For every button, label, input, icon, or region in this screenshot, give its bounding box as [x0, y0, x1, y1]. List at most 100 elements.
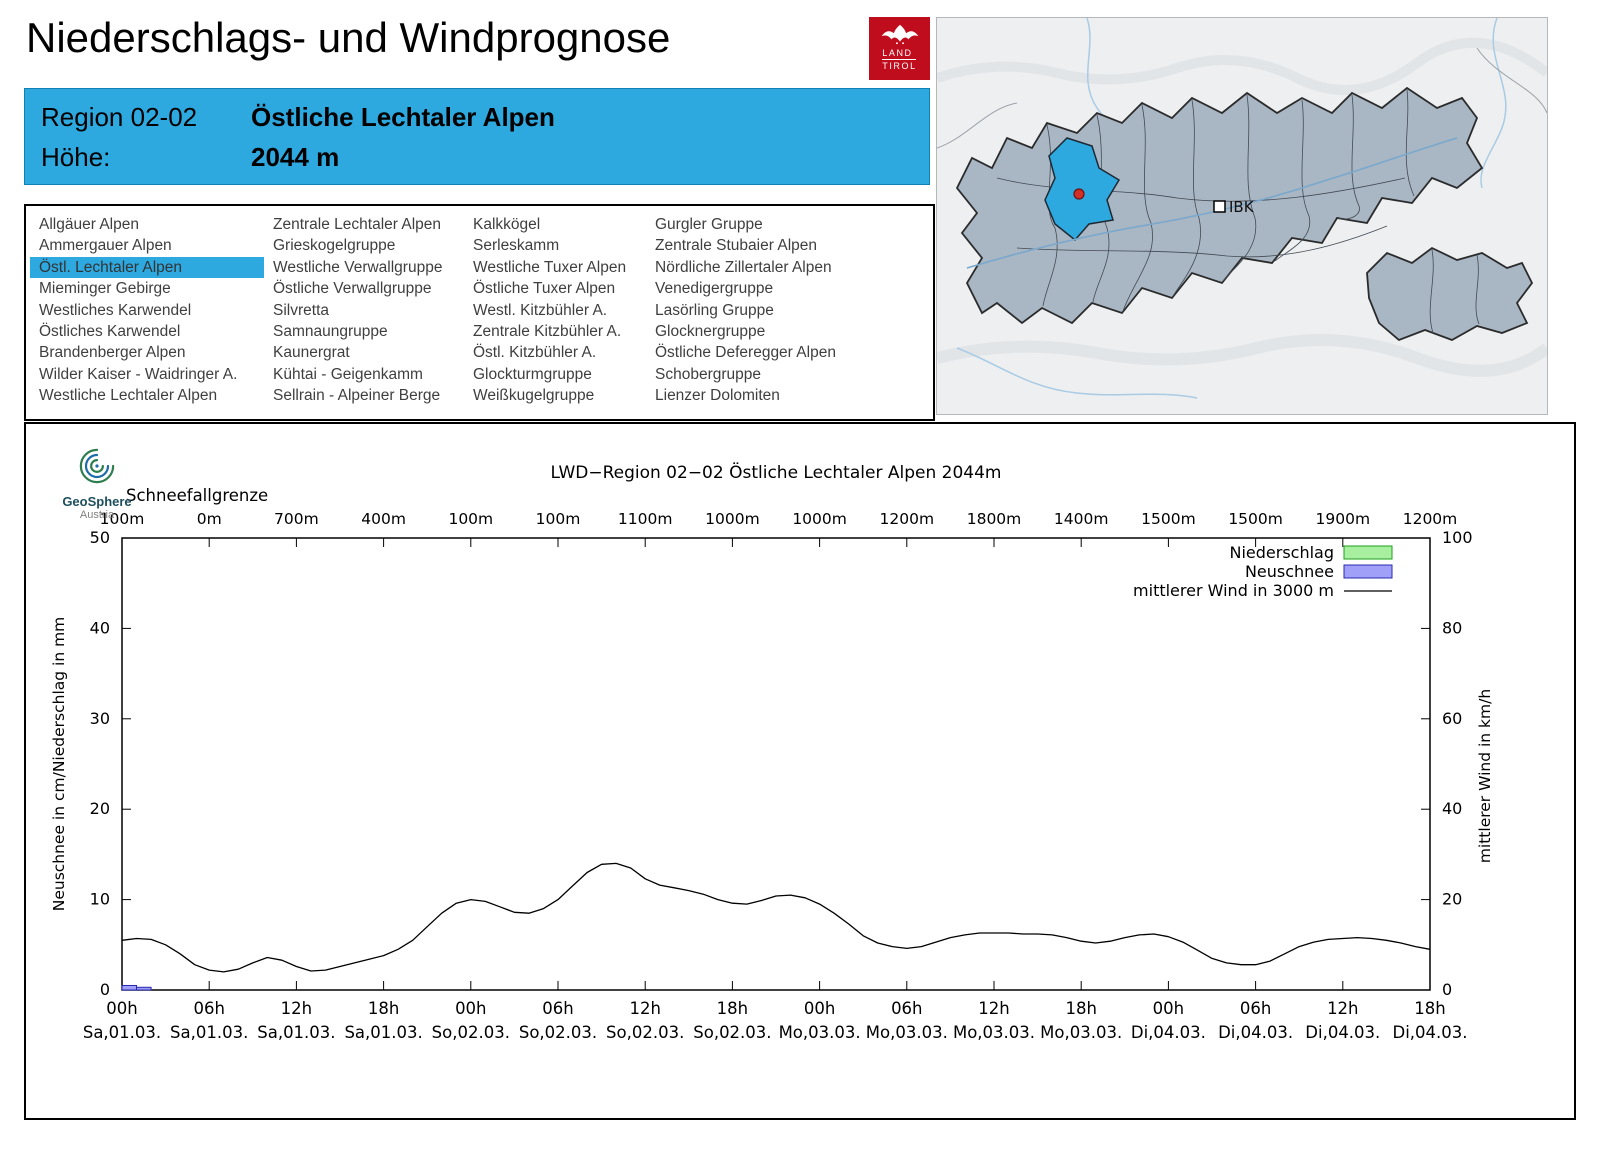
- river: [956, 347, 1198, 399]
- forecast-chart: LWD−Region 02−02 Östliche Lechtaler Alpe…: [24, 422, 1576, 1120]
- x-hour-label: 00h: [804, 999, 835, 1018]
- snowline-value: 100m: [448, 510, 493, 528]
- x-date-label: Sa,01.03.: [257, 1023, 335, 1042]
- region-list-item[interactable]: Glockturmgruppe: [473, 365, 592, 383]
- y2-axis-title: mittlerer Wind in km/h: [1476, 689, 1494, 863]
- region-list-item[interactable]: Zentrale Stubaier Alpen: [655, 237, 817, 255]
- y-tick-label: 30: [90, 709, 110, 728]
- snowline-value: 400m: [361, 510, 406, 528]
- x-hour-label: 12h: [629, 999, 660, 1018]
- region-list-item[interactable]: Grieskogelgruppe: [273, 237, 396, 255]
- y-tick-label: 50: [90, 528, 110, 547]
- region-list-item[interactable]: Ammergauer Alpen: [39, 237, 172, 255]
- page-title: Niederschlags- und Windprognose: [26, 14, 671, 61]
- snowline-value: 1000m: [705, 510, 760, 528]
- region-list-column: Gurgler Gruppe Zentrale Stubaier Alpen Nör…: [646, 214, 933, 419]
- x-hour-label: 12h: [281, 999, 312, 1018]
- selected-region-marker: [1073, 188, 1085, 200]
- region-list-item[interactable]: Samnaungruppe: [273, 322, 388, 340]
- y-tick-label: 10: [90, 890, 110, 909]
- x-date-label: Di,04.03.: [1392, 1023, 1467, 1042]
- y2-tick-label: 0: [1442, 980, 1452, 999]
- region-list-item[interactable]: Westliches Karwendel: [39, 301, 192, 319]
- region-label: Region 02-02: [41, 102, 198, 132]
- region-list-item[interactable]: Östliche Verwallgruppe: [273, 280, 432, 298]
- geosphere-logo: GeoSphere Austria: [52, 444, 142, 521]
- snowline-value: 1400m: [1054, 510, 1109, 528]
- region-list-item[interactable]: Serleskamm: [473, 237, 560, 255]
- region-list-item[interactable]: Kühtai - Geigenkamm: [273, 365, 423, 383]
- x-date-label: Di,04.03.: [1131, 1023, 1206, 1042]
- snowline-value: 1000m: [792, 510, 847, 528]
- x-date-label: Mo,03.03.: [866, 1023, 948, 1042]
- region-list-item[interactable]: Westliche Lechtaler Alpen: [39, 387, 218, 405]
- region-list-column: Allgäuer Alpen Ammergauer Alpen Östl. Lech…: [30, 214, 264, 419]
- region-list-item[interactable]: Sellrain - Alpeiner Berge: [273, 387, 441, 405]
- region-list-item[interactable]: Östl. Kitzbühler A.: [473, 344, 597, 362]
- region-list-item[interactable]: Östliche Tuxer Alpen: [473, 280, 616, 298]
- logo-line-2: TIROL: [882, 61, 917, 71]
- region-list-item[interactable]: Westliche Verwallgruppe: [273, 258, 443, 276]
- y2-tick-label: 100: [1442, 528, 1473, 547]
- logo-divider: [882, 59, 917, 60]
- altitude-label: Höhe:: [41, 142, 111, 172]
- region-list-column: Kalkkögel Serleskamm Westliche Tuxer Alpen…: [464, 214, 646, 419]
- x-date-label: Mo,03.03.: [953, 1023, 1035, 1042]
- x-date-label: Mo,03.03.: [779, 1023, 861, 1042]
- region-list-item[interactable]: Kaunergrat: [273, 344, 350, 362]
- region-list-item[interactable]: Zentrale Lechtaler Alpen: [273, 216, 442, 233]
- region-list-item[interactable]: Westliche Tuxer Alpen: [473, 258, 627, 276]
- region-list-item[interactable]: Allgäuer Alpen: [39, 216, 139, 233]
- snowline-value: 1200m: [1403, 510, 1458, 528]
- region-list-item[interactable]: Westl. Kitzbühler A.: [473, 301, 608, 319]
- ibk-city-marker: [1213, 200, 1226, 213]
- terrain-shading: [935, 334, 1551, 377]
- region-list-item[interactable]: Östliche Deferegger Alpen: [655, 344, 836, 362]
- x-date-label: Sa,01.03.: [344, 1023, 422, 1042]
- region-list-item[interactable]: Wilder Kaiser - Waidringer A.: [39, 365, 238, 383]
- y2-tick-label: 80: [1442, 618, 1462, 637]
- snowline-value: 0m: [197, 510, 222, 528]
- region-list-item[interactable]: Venedigergruppe: [655, 280, 774, 298]
- map-selected-region[interactable]: [1044, 137, 1121, 242]
- ibk-city-label: IBK: [1229, 198, 1255, 216]
- region-list-item[interactable]: Östl. Lechtaler Alpen: [30, 256, 264, 279]
- x-hour-label: 06h: [542, 999, 573, 1018]
- tirol-eagle-icon: [881, 24, 918, 45]
- region-list-item[interactable]: Brandenberger Alpen: [39, 344, 186, 362]
- region-list-item[interactable]: Silvretta: [273, 301, 329, 319]
- country-border: [1476, 47, 1548, 114]
- east-tirol-region: [1366, 246, 1534, 342]
- legend-label: Neuschnee: [1245, 562, 1334, 581]
- legend-label: Niederschlag: [1229, 543, 1334, 562]
- region-list-item[interactable]: Lienzer Dolomiten: [655, 387, 780, 405]
- neuschnee-bar: [136, 986, 152, 991]
- map-canvas: IBK: [935, 17, 1551, 414]
- snowline-value: 700m: [274, 510, 319, 528]
- y2-tick-label: 40: [1442, 799, 1462, 818]
- region-list-item[interactable]: Weißkugelgruppe: [473, 387, 595, 405]
- x-hour-label: 18h: [368, 999, 399, 1018]
- region-list-item[interactable]: Östliches Karwendel: [39, 322, 181, 340]
- region-list-item[interactable]: Gurgler Gruppe: [655, 216, 763, 233]
- snowline-value: 1500m: [1141, 510, 1196, 528]
- logo-line-1: LAND: [882, 48, 913, 58]
- region-list-item[interactable]: Lasörling Gruppe: [655, 301, 774, 319]
- tirol-region-map[interactable]: IBK: [935, 17, 1551, 415]
- legend-swatch: [1343, 564, 1393, 579]
- x-date-label: So,02.03.: [432, 1023, 510, 1042]
- chart-title: LWD−Region 02−02 Östliche Lechtaler Alpe…: [551, 461, 1002, 483]
- region-header: Region 02-02 Östliche Lechtaler Alpen Hö…: [24, 88, 930, 185]
- region-list-item[interactable]: Schobergruppe: [655, 365, 761, 383]
- region-list-item[interactable]: Glocknergruppe: [655, 322, 766, 340]
- y-tick-label: 40: [90, 618, 110, 637]
- x-hour-label: 00h: [106, 999, 137, 1018]
- region-list-item[interactable]: Nördliche Zillertaler Alpen: [655, 258, 832, 276]
- region-list-item[interactable]: Mieminger Gebirge: [39, 280, 171, 298]
- snowline-value: 100m: [100, 510, 145, 528]
- region-list-item[interactable]: Kalkkögel: [473, 216, 541, 233]
- snowline-label: Schneefallgrenze: [126, 486, 268, 505]
- region-list-item[interactable]: Zentrale Kitzbühler A.: [473, 322, 622, 340]
- geosphere-icon: [79, 448, 115, 484]
- snowline-value: 1800m: [967, 510, 1022, 528]
